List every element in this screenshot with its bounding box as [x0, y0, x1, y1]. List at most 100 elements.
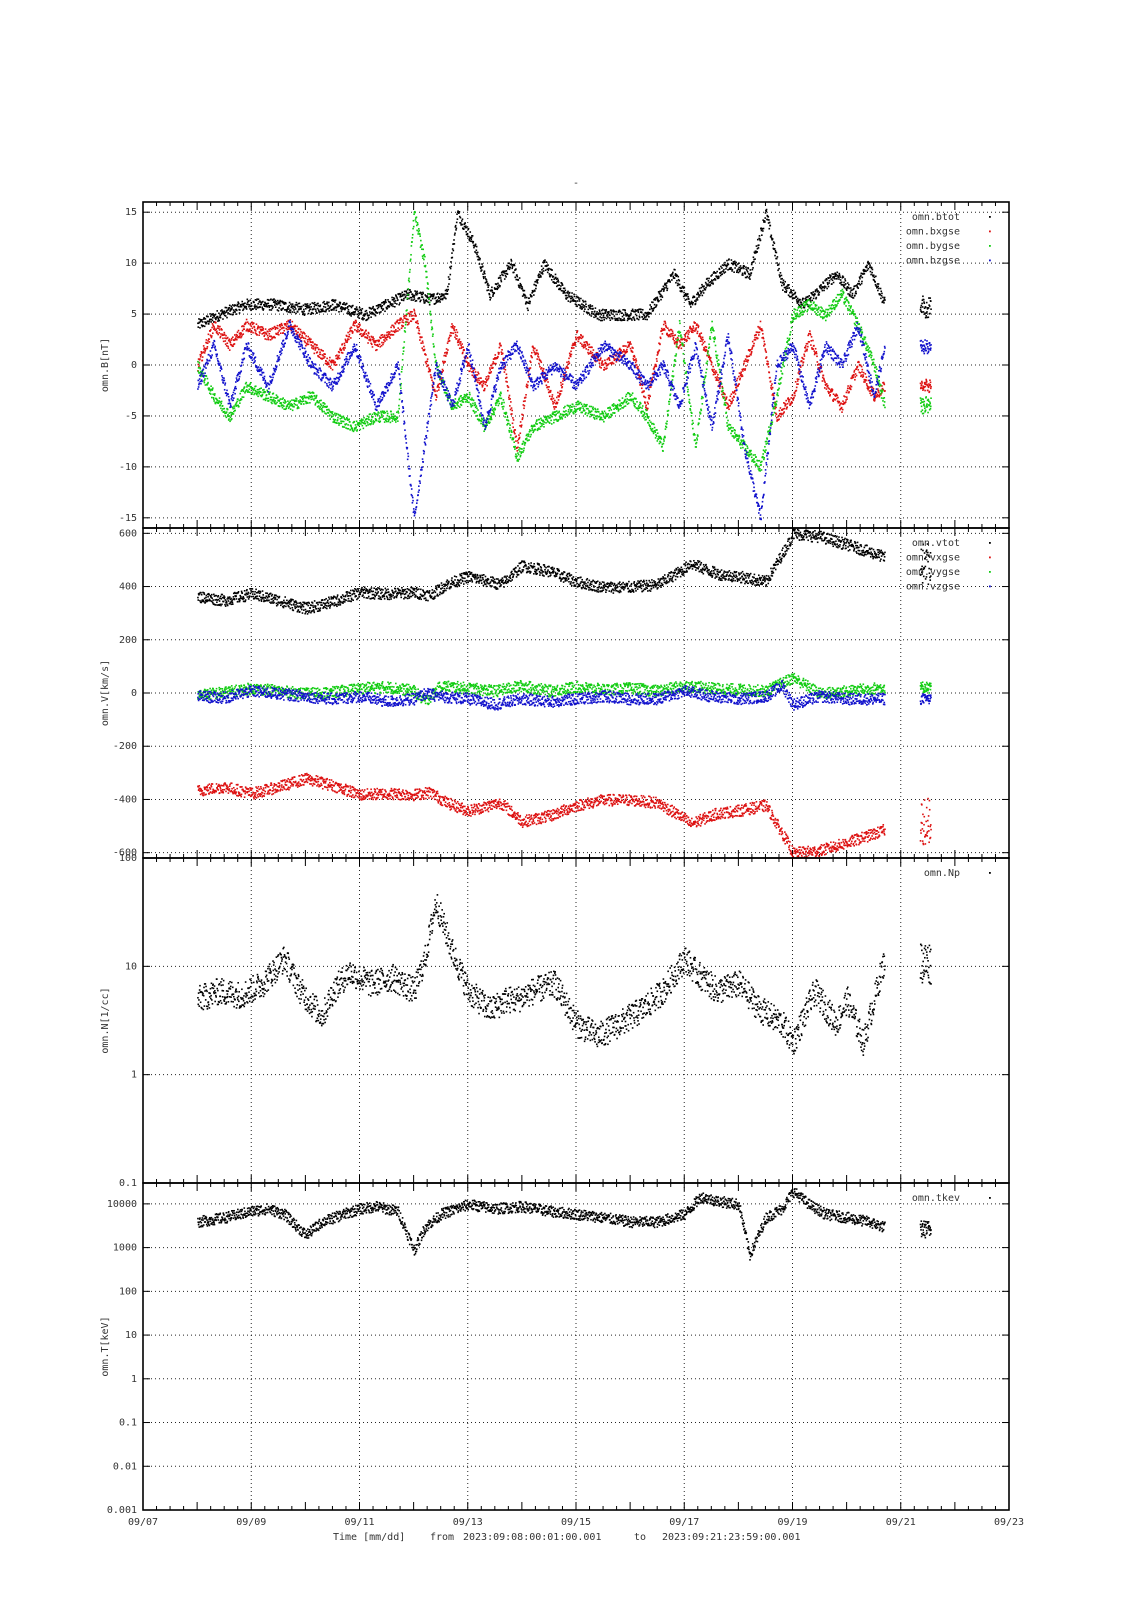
data-point [462, 346, 464, 348]
data-point [290, 305, 293, 307]
data-point [494, 354, 497, 356]
data-point [880, 294, 883, 297]
data-point [668, 329, 671, 332]
data-point [303, 310, 305, 313]
data-point [466, 233, 468, 236]
data-point [754, 336, 756, 339]
data-point [752, 256, 755, 259]
data-point [835, 275, 837, 277]
data-point [494, 357, 496, 359]
data-point [606, 367, 608, 370]
data-point [756, 331, 759, 334]
data-point [212, 393, 214, 395]
data-point [197, 358, 200, 360]
data-point [844, 283, 847, 285]
data-point [819, 287, 822, 289]
data-point [748, 273, 751, 276]
data-point [419, 235, 421, 237]
data-point [385, 420, 388, 423]
data-point [245, 305, 248, 308]
data-point [854, 373, 857, 375]
data-point [324, 353, 326, 356]
data-point [403, 341, 406, 343]
data-point [562, 373, 565, 376]
data-point [794, 292, 796, 295]
data-point [708, 277, 710, 280]
data-point [381, 304, 384, 307]
data-point [360, 418, 363, 420]
data-point [848, 391, 850, 393]
data-point [219, 401, 222, 403]
data-point [221, 334, 224, 337]
data-point [522, 404, 525, 406]
data-point [583, 305, 586, 307]
data-point [631, 350, 633, 353]
data-point [511, 413, 513, 415]
data-point [513, 431, 516, 434]
data-point [595, 313, 598, 315]
data-point [467, 364, 470, 367]
data-point [652, 309, 655, 312]
y-tick-label: 5 [131, 309, 137, 320]
data-point [395, 330, 397, 333]
data-point [515, 440, 517, 442]
data-point [230, 418, 232, 421]
data-point [620, 319, 623, 322]
data-point [849, 291, 852, 293]
data-point [208, 388, 211, 390]
data-point [339, 415, 342, 417]
data-point [723, 263, 726, 266]
data-point [316, 344, 318, 346]
data-point [807, 345, 809, 348]
data-point [300, 336, 303, 339]
data-point [370, 418, 373, 421]
data-point [807, 296, 809, 298]
data-point [502, 271, 505, 274]
data-point [343, 418, 346, 420]
data-point [221, 405, 224, 407]
data-point [301, 336, 304, 339]
data-point [211, 319, 214, 322]
data-point [820, 287, 823, 290]
data-point [304, 333, 306, 335]
data-point [292, 399, 295, 402]
data-point [338, 351, 341, 354]
data-point [363, 333, 366, 336]
data-point [214, 329, 216, 332]
data-point [204, 349, 207, 352]
data-point [647, 313, 650, 315]
data-point [500, 279, 502, 281]
data-point [449, 273, 452, 276]
data-point [312, 341, 314, 344]
data-point [788, 398, 791, 401]
data-point [454, 226, 457, 228]
data-point [230, 418, 233, 420]
data-point [717, 379, 720, 381]
data-point [551, 400, 554, 403]
data-point [848, 293, 851, 296]
data-point [556, 285, 558, 288]
data-point [601, 361, 603, 363]
data-point [509, 405, 511, 407]
data-point [420, 239, 422, 242]
data-point [198, 321, 201, 324]
data-point [386, 414, 389, 417]
data-point [720, 271, 723, 273]
data-point [340, 306, 343, 308]
data-point [355, 319, 357, 322]
data-point [313, 301, 316, 304]
data-point [676, 341, 679, 343]
data-point [828, 391, 830, 394]
data-point [393, 330, 396, 332]
data-point [392, 413, 395, 415]
data-point [239, 402, 241, 404]
data-point [421, 293, 424, 296]
data-point [513, 430, 515, 433]
data-point [280, 332, 282, 335]
data-point [716, 379, 719, 382]
data-point [410, 315, 413, 317]
data-point [262, 327, 265, 330]
data-point [925, 306, 927, 309]
data-point [635, 358, 637, 360]
data-point [864, 381, 866, 383]
